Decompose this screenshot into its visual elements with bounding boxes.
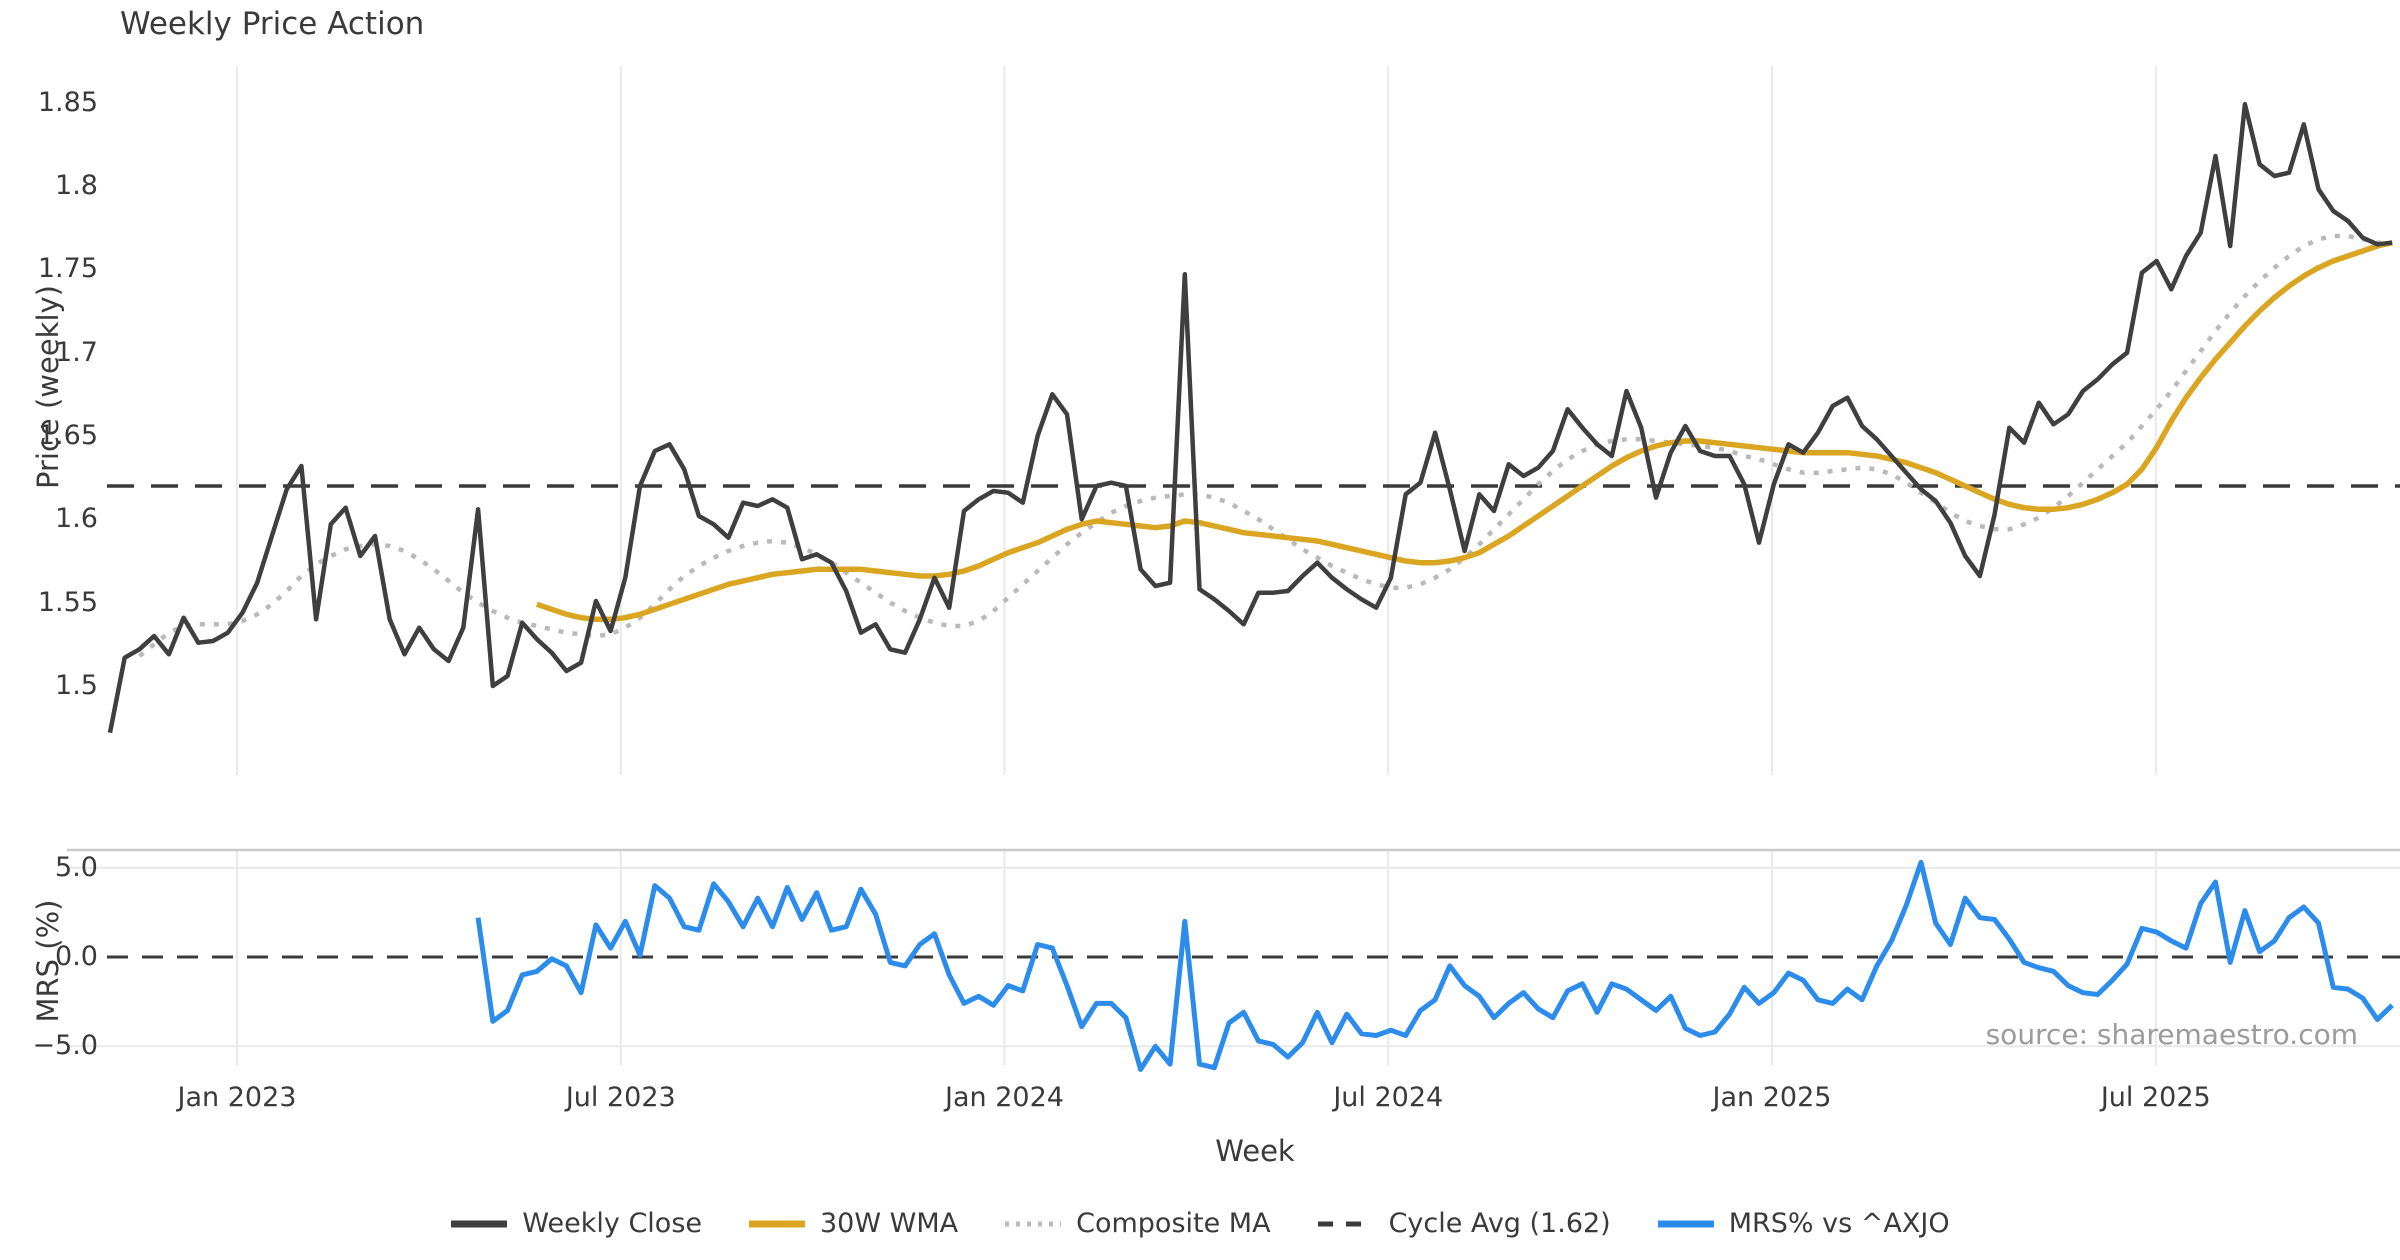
legend-item: Weekly Close [450,1208,702,1239]
mrs-ytick: 5.0 [55,851,98,883]
weekly-close-line [107,102,2393,734]
legend-swatch-dashed-icon [1317,1221,1374,1226]
legend-label: MRS% vs ^AXJO [1728,1208,1950,1239]
wma-line [536,240,2393,623]
x-tick: Jan 2025 [1712,1082,1832,1113]
price-ytick: 1.5 [55,670,98,701]
price-ytick: 1.55 [37,586,98,618]
legend-label: 30W WMA [820,1208,959,1239]
mrs-line [475,859,2394,1072]
x-tick: Jul 2025 [2100,1082,2211,1113]
gridlines [67,66,2400,1065]
legend-item: Composite MA [1004,1208,1271,1239]
x-axis-label: Week [1215,1134,1295,1168]
legend-label: Weekly Close [522,1208,702,1239]
legend-item: 30W WMA [748,1208,958,1239]
x-tick: Jul 2023 [565,1082,676,1113]
price-ytick: 1.85 [37,86,98,118]
price-ytick: 1.65 [37,419,98,451]
mrs-ytick: −5.0 [32,1030,98,1062]
legend-swatch-solid-icon [451,1220,508,1227]
legend-item: Cycle Avg (1.62) [1317,1208,1611,1239]
legend-swatch-solid-icon [1657,1220,1714,1227]
price-axis-label: Price (weekly) [31,285,65,490]
price-ytick: 1.75 [37,253,98,285]
price-ytick: 1.7 [55,336,98,368]
legend-item: MRS% vs ^AXJO [1657,1208,1950,1239]
legend-swatch-solid-icon [749,1220,805,1227]
x-tick: Jan 2024 [945,1082,1064,1113]
price-ytick: 1.6 [55,503,98,535]
legend-label: Cycle Avg (1.62) [1388,1208,1611,1239]
page-title: Weekly Price Action [120,6,425,42]
legend-swatch-dotted-icon [1005,1221,1062,1226]
x-tick: Jul 2024 [1333,1082,1444,1113]
series-lines [107,102,2400,1072]
price-ytick: 1.8 [55,169,98,201]
legend-label: Composite MA [1076,1208,1271,1239]
source-note: source: sharemaestro.com [1985,1018,2358,1051]
mrs-ytick: 0.0 [55,941,98,972]
x-tick: Jan 2023 [177,1082,297,1113]
legend: Weekly Close 30W WMA Composite MA Cycle Avg… [0,1208,2400,1239]
